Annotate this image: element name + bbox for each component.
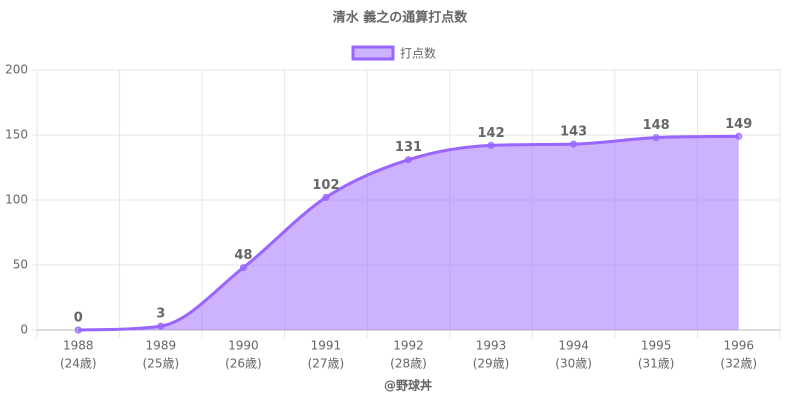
- point: [570, 140, 578, 148]
- x-tick-label: 1991: [311, 339, 342, 353]
- data-label: 48: [234, 248, 252, 263]
- x-tick-label: (26歳): [225, 357, 262, 371]
- y-tick-label: 100: [5, 193, 28, 207]
- x-tick-label: (27歳): [308, 357, 345, 371]
- x-tick-label: 1990: [228, 339, 259, 353]
- y-tick-label: 150: [5, 128, 28, 142]
- y-tick-label: 0: [20, 323, 28, 337]
- data-label: 148: [643, 118, 670, 133]
- x-tick-label: 1988: [63, 339, 94, 353]
- point: [735, 132, 743, 140]
- x-tick-label: (30歳): [555, 357, 592, 371]
- x-tick-label: (32歳): [720, 357, 757, 371]
- y-tick-label: 200: [5, 63, 28, 77]
- point: [74, 326, 82, 334]
- x-tick-label: 1995: [641, 339, 672, 353]
- x-tick-label: 1994: [558, 339, 589, 353]
- x-tick-label: 1993: [476, 339, 507, 353]
- chart-title: 清水 義之の通算打点数: [333, 10, 469, 26]
- point: [239, 264, 247, 272]
- legend-label: 打点数: [400, 46, 436, 61]
- x-tick-label: 1992: [393, 339, 424, 353]
- x-tick-label: 1989: [146, 339, 177, 353]
- x-tick-label: (28歳): [390, 357, 427, 371]
- point: [322, 193, 330, 201]
- point: [487, 141, 495, 149]
- data-label: 143: [560, 125, 587, 140]
- data-label: 131: [395, 140, 422, 155]
- point: [652, 134, 660, 142]
- x-tick-label: (25歳): [143, 357, 180, 371]
- data-label: 3: [156, 307, 165, 322]
- y-tick-label: 50: [13, 258, 28, 272]
- x-tick-label: (31歳): [638, 357, 675, 371]
- data-label: 0: [74, 311, 83, 326]
- point: [405, 156, 412, 164]
- data-label: 102: [312, 178, 339, 193]
- x-tick-label: (29歳): [473, 357, 510, 371]
- x-tick-label: 1996: [723, 339, 754, 353]
- x-axis-label: @野球丼: [384, 378, 432, 393]
- x-tick-label: (24歳): [60, 357, 97, 371]
- data-label: 149: [725, 117, 752, 132]
- legend-swatch: [351, 45, 395, 61]
- area-fill: [78, 136, 739, 330]
- point: [157, 322, 165, 330]
- data-label: 142: [477, 126, 504, 141]
